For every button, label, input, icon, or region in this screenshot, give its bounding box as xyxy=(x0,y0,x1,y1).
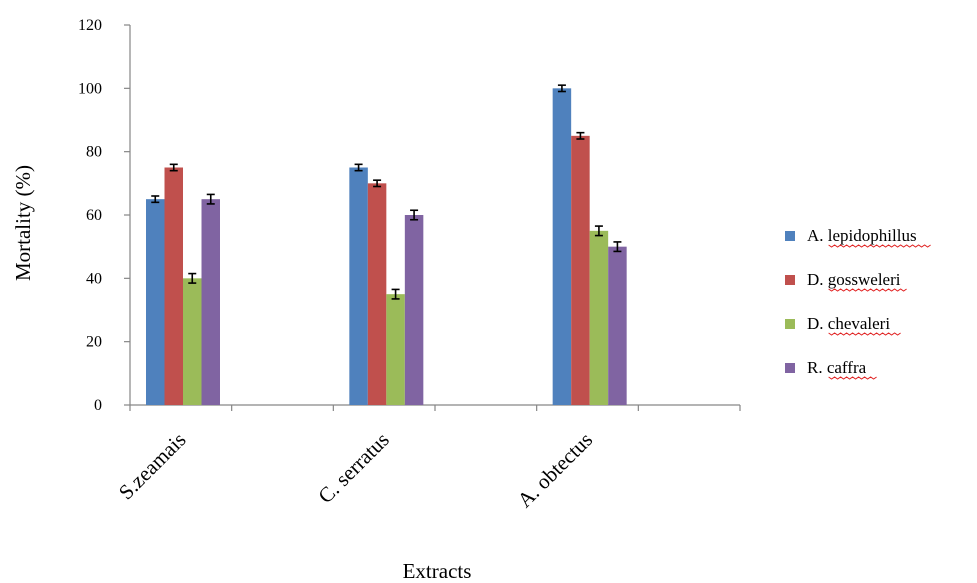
legend-swatch xyxy=(785,231,795,241)
legend-label: R. caffra xyxy=(807,358,867,377)
y-tick-label: 80 xyxy=(86,144,102,161)
x-tick-label: C. serratus xyxy=(313,428,393,508)
y-tick-label: 40 xyxy=(86,270,102,287)
spellcheck-underline xyxy=(828,332,901,336)
y-tick-label: 20 xyxy=(86,334,102,351)
bar xyxy=(183,278,202,405)
x-axis: S.zeamais C. serratus A. obtectus xyxy=(114,404,741,513)
y-axis-title: Mortality (%) xyxy=(11,165,35,281)
legend: A. lepidophillus D. gossweleri D. chevaler… xyxy=(785,226,931,380)
spellcheck-underline xyxy=(828,376,877,380)
y-tick-label: 120 xyxy=(78,17,102,34)
bar xyxy=(367,183,387,405)
spellcheck-underline xyxy=(828,288,907,292)
y-tick-label: 60 xyxy=(86,207,102,224)
legend-swatch xyxy=(785,275,795,285)
legend-swatch xyxy=(785,363,795,373)
bar xyxy=(164,167,183,405)
bar xyxy=(571,135,590,406)
bar xyxy=(386,294,405,405)
bar xyxy=(608,246,627,405)
y-axis: 0 20 40 60 80 100 120 xyxy=(78,17,131,414)
legend-label: D. gossweleri xyxy=(807,270,901,289)
legend-label: D. chevaleri xyxy=(807,314,890,333)
spellcheck-underline xyxy=(828,244,931,248)
bar xyxy=(404,215,424,405)
bar xyxy=(201,199,220,405)
y-tick-label: 0 xyxy=(94,397,102,414)
legend-label: A. lepidophillus xyxy=(807,226,917,245)
y-tick-label: 100 xyxy=(78,80,102,97)
bar xyxy=(552,88,572,405)
bar xyxy=(349,167,368,405)
legend-swatch xyxy=(785,319,795,329)
x-tick-label: S.zeamais xyxy=(114,428,191,505)
x-tick-label: A. obtectus xyxy=(513,428,598,513)
x-axis-title: Extracts xyxy=(403,559,472,583)
bars xyxy=(146,84,627,406)
bar xyxy=(146,199,165,405)
bar xyxy=(589,230,609,405)
